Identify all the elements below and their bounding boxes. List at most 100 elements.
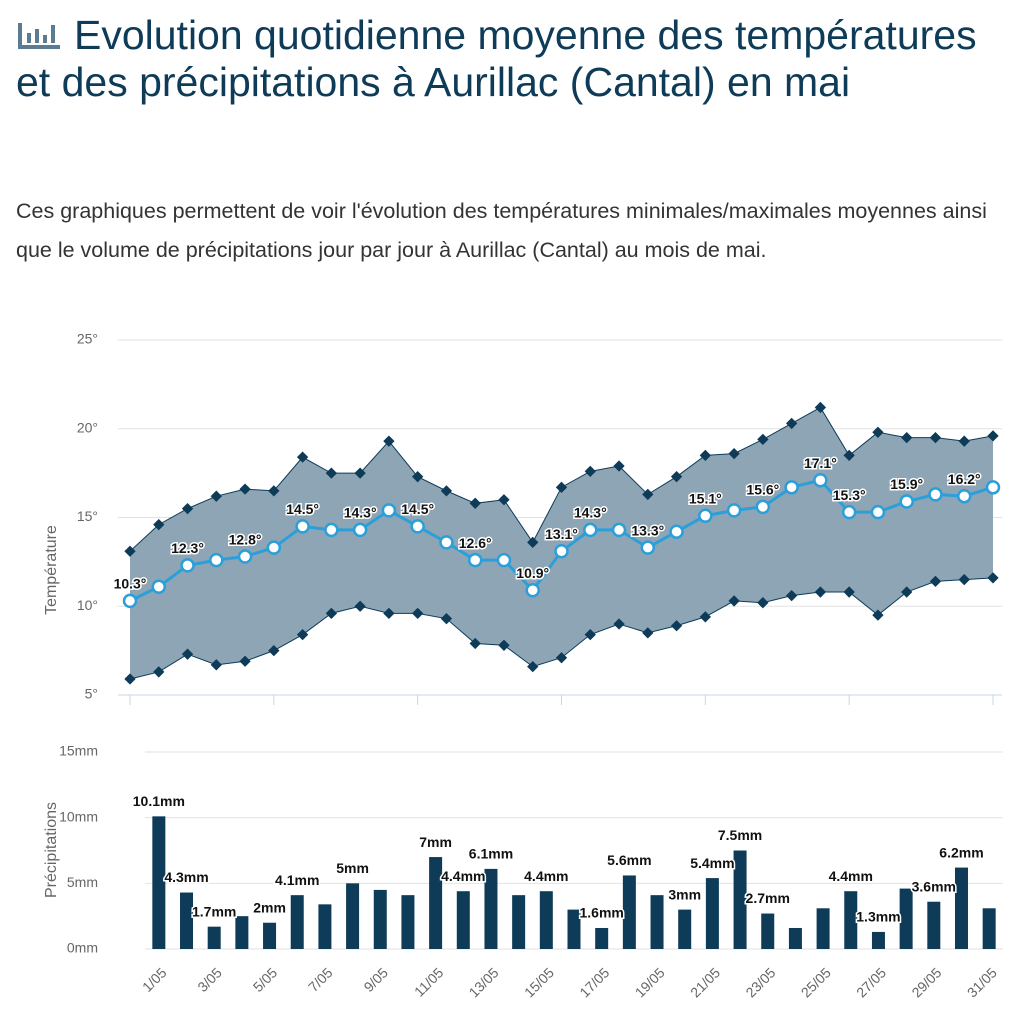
bar — [927, 901, 941, 949]
point — [412, 471, 424, 483]
x-tick-label: 9/05 — [360, 964, 391, 995]
point — [584, 628, 596, 641]
point — [841, 504, 857, 520]
bar — [899, 888, 913, 949]
data-label: 1.3mm — [856, 909, 900, 925]
heading: Evolution quotidienne moyenne des tempér… — [16, 12, 996, 106]
data-label: 1.7mm — [192, 903, 236, 919]
point — [266, 540, 282, 555]
point — [956, 488, 972, 504]
point — [181, 648, 194, 660]
x-tick-label: 23/05 — [742, 964, 778, 1000]
point — [525, 583, 540, 598]
data-label: 4.4mm — [441, 868, 485, 884]
data-label: 14.3° — [344, 505, 377, 521]
point — [555, 652, 568, 664]
point — [583, 522, 598, 538]
x-tick-label: 1/05 — [139, 964, 170, 995]
data-label: 10.1mm — [133, 793, 185, 809]
x-tick-label: 31/05 — [964, 964, 1000, 1000]
point — [325, 607, 338, 620]
point — [929, 575, 942, 588]
data-label: 15.9° — [890, 476, 923, 492]
y-tick-label: 5° — [85, 686, 98, 702]
point — [642, 488, 654, 501]
point — [268, 485, 280, 497]
point — [496, 552, 512, 568]
y-tick-label: 15mm — [59, 743, 98, 759]
point — [383, 607, 395, 620]
point — [670, 620, 683, 632]
data-label: 6.2mm — [939, 844, 983, 860]
data-label: 15.6° — [746, 482, 779, 498]
x-tick-label: 13/05 — [466, 964, 502, 1000]
x-tick-label: 19/05 — [632, 964, 668, 1000]
point — [151, 579, 167, 594]
point — [901, 586, 913, 598]
point — [755, 499, 771, 515]
data-label: 5mm — [336, 860, 369, 876]
point — [726, 503, 742, 518]
bar — [733, 850, 747, 949]
data-label: 3mm — [668, 886, 701, 902]
data-label: 14.3° — [574, 505, 607, 521]
point — [870, 504, 886, 520]
point — [899, 494, 914, 509]
data-label: 14.5° — [286, 501, 319, 517]
point — [440, 613, 453, 625]
y-tick-label: 10° — [77, 597, 98, 613]
bar — [152, 816, 166, 949]
point — [843, 449, 855, 462]
bar — [235, 916, 249, 949]
point — [325, 467, 338, 479]
point — [843, 586, 855, 598]
y-tick-label: 20° — [77, 419, 98, 435]
point — [611, 522, 627, 538]
bar — [678, 909, 692, 949]
point — [354, 600, 366, 612]
point — [237, 549, 253, 564]
bar — [318, 904, 332, 949]
data-label: 7mm — [419, 834, 452, 850]
point — [440, 485, 453, 497]
data-label: 5.6mm — [607, 852, 651, 868]
data-label: 3.6mm — [912, 878, 956, 894]
data-label: 15.1° — [689, 490, 722, 506]
point — [124, 673, 136, 685]
x-tick-label: 5/05 — [250, 964, 281, 995]
bar — [788, 927, 802, 949]
point — [412, 607, 424, 620]
bar — [456, 891, 470, 949]
bar — [512, 895, 526, 949]
point — [354, 467, 366, 479]
point — [527, 660, 539, 673]
point — [439, 535, 454, 550]
point — [352, 522, 368, 538]
bar — [263, 922, 277, 949]
bar — [622, 875, 636, 949]
data-label: 7.5mm — [718, 827, 762, 843]
data-label: 12.3° — [171, 540, 204, 556]
point — [784, 480, 799, 495]
point — [239, 655, 251, 667]
point — [296, 451, 309, 463]
point — [153, 666, 165, 678]
point — [124, 545, 136, 557]
point — [640, 540, 656, 555]
x-tick-label: 7/05 — [305, 964, 336, 995]
data-label: 6.1mm — [469, 846, 513, 862]
bar — [595, 927, 609, 949]
point — [785, 417, 798, 430]
bar — [567, 909, 581, 949]
point — [642, 627, 654, 639]
x-tick-label: 21/05 — [687, 964, 723, 1000]
data-label: 4.4mm — [524, 868, 568, 884]
point — [410, 519, 425, 534]
bar — [207, 926, 221, 949]
data-label: 13.1° — [545, 526, 578, 542]
data-label: 10.9° — [516, 565, 549, 581]
bar — [290, 895, 304, 949]
data-label: 4.3mm — [164, 869, 208, 885]
data-label: 2.7mm — [746, 890, 790, 906]
